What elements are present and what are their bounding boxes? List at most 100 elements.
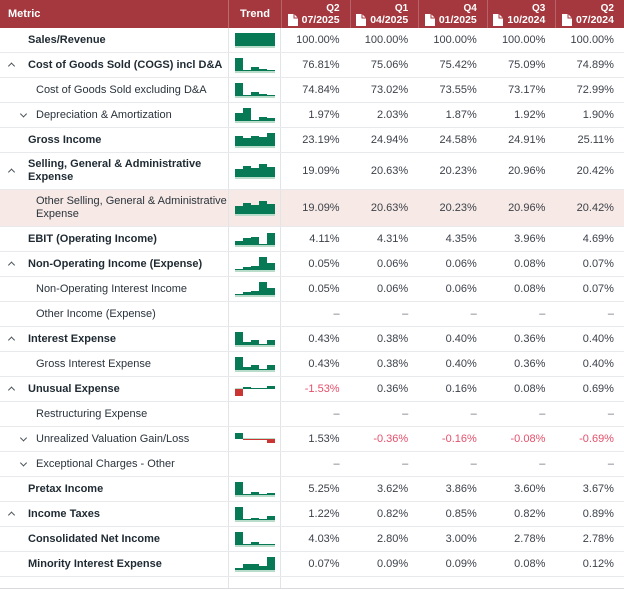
trend-cell — [228, 190, 281, 226]
table-row[interactable]: Depreciation & Amortization 1.97% 2.03% 1.… — [0, 103, 624, 128]
value-cell: 74.89% — [576, 59, 614, 71]
value-cell: 2.78% — [514, 533, 546, 545]
metric-cell: Other Selling, General & Administrative … — [0, 190, 228, 226]
quarter-date-label: 07/2024 — [576, 13, 614, 26]
document-icon[interactable] — [287, 13, 298, 26]
sparkline-bar — [234, 33, 243, 46]
value-cell: 23.19% — [302, 134, 340, 146]
value-cell: 3.00% — [445, 533, 477, 545]
value-cell: -0.36% — [373, 433, 409, 445]
value-cell: – — [402, 408, 409, 420]
table-row[interactable]: Exceptional Charges - Other – – – – – — [0, 452, 624, 477]
value-cell: 0.07% — [308, 558, 340, 570]
value-cell: 4.31% — [376, 233, 409, 245]
document-icon[interactable] — [356, 13, 367, 26]
value-cell: 4.11% — [309, 233, 340, 245]
table-row[interactable]: Selling, General & Administrative Expens… — [0, 153, 624, 190]
table-body: Sales/Revenue 100.00% 100.00% 100.00% 100.0… — [0, 28, 624, 577]
value-cell: 3.96% — [514, 233, 546, 245]
metric-label: Pretax Income — [28, 482, 104, 495]
sparkline-bar — [258, 369, 267, 370]
table-row[interactable]: Cost of Goods Sold (COGS) incl D&A 76.81… — [0, 53, 624, 78]
sparkline-bar — [258, 519, 267, 520]
metric-label: Income Taxes — [28, 507, 100, 520]
metric-label: Sales/Revenue — [28, 33, 106, 46]
trend-sparkline — [234, 481, 275, 497]
value-cell: 24.58% — [439, 134, 477, 146]
value-cell: 0.85% — [445, 508, 477, 520]
sparkline-bar — [234, 206, 243, 214]
value-cell: -0.08% — [510, 433, 546, 445]
metric-cell[interactable]: Unrealized Valuation Gain/Loss — [0, 427, 228, 451]
metric-cell[interactable]: Depreciation & Amortization — [0, 103, 228, 127]
sparkline-bar — [242, 387, 251, 389]
metric-cell[interactable]: Income Taxes — [0, 502, 228, 526]
trend-cell — [228, 527, 281, 551]
quarter-column-header[interactable]: Q3 10/2024 — [486, 0, 556, 28]
table-row[interactable]: Unrealized Valuation Gain/Loss 1.53% -0.3… — [0, 427, 624, 452]
document-icon[interactable] — [493, 13, 504, 26]
document-icon[interactable] — [562, 13, 572, 26]
sparkline-bar — [250, 564, 259, 570]
metric-cell[interactable]: Non-Operating Income (Expense) — [0, 252, 228, 276]
sparkline-bar — [242, 166, 251, 177]
quarter-period-label: Q1 — [394, 2, 409, 14]
quarter-column-header[interactable]: Q4 01/2025 — [418, 0, 487, 28]
value-cell: 3.86% — [445, 483, 477, 495]
trend-cell — [228, 128, 281, 152]
metric-cell: Pretax Income — [0, 477, 228, 501]
sparkline-bar — [242, 95, 251, 96]
metric-cell[interactable]: Cost of Goods Sold (COGS) incl D&A — [0, 53, 228, 77]
trend-cell — [228, 227, 281, 251]
metric-cell[interactable]: Interest Expense — [0, 327, 228, 351]
value-cell: 0.06% — [376, 258, 409, 270]
value-cell: 2.80% — [376, 533, 409, 545]
table-bottom-filler — [0, 577, 624, 589]
quarter-column-header[interactable]: Q2 07/2025 — [281, 0, 350, 28]
document-icon[interactable] — [424, 13, 435, 26]
table-row[interactable]: Income Taxes 1.22% 0.82% 0.85% 0.82% 0.89% — [0, 502, 624, 527]
value-cell: 0.12% — [582, 558, 614, 570]
sparkline-bar — [266, 516, 275, 520]
metric-label: Cost of Goods Sold excluding D&A — [36, 83, 207, 96]
sparkline-bar — [250, 136, 259, 146]
table-row[interactable]: Unusual Expense -1.53% 0.36% 0.16% 0.08% 0.6… — [0, 377, 624, 402]
sparkline-bar — [242, 494, 251, 495]
sparkline-bar — [250, 518, 259, 520]
sparkline-bar — [258, 566, 267, 570]
value-cell: 0.36% — [514, 358, 546, 370]
metric-cell[interactable]: Unusual Expense — [0, 377, 228, 401]
value-cell: 3.62% — [376, 483, 409, 495]
metric-label: Depreciation & Amortization — [36, 108, 172, 121]
table-row[interactable]: Non-Operating Income (Expense) 0.05% 0.06… — [0, 252, 624, 277]
sparkline-bar — [242, 33, 251, 46]
value-cell: 0.16% — [445, 383, 477, 395]
value-cell: – — [539, 458, 546, 470]
sparkline-bar — [250, 120, 259, 121]
table-row: Gross Interest Expense 0.43% 0.38% 0.40% 0.… — [0, 352, 624, 377]
sparkline-bar — [258, 201, 267, 214]
metric-label: Cost of Goods Sold (COGS) incl D&A — [28, 58, 223, 71]
table-row[interactable]: Interest Expense 0.43% 0.38% 0.40% 0.36% 0.4… — [0, 327, 624, 352]
trend-cell — [228, 502, 281, 526]
metric-cell: Gross Income — [0, 128, 228, 152]
trend-cell — [228, 302, 281, 326]
metric-cell[interactable]: Selling, General & Administrative Expens… — [0, 153, 228, 189]
sparkline-bar — [258, 257, 267, 270]
value-cell: 1.53% — [308, 433, 340, 445]
value-cell: 0.05% — [308, 283, 340, 295]
trend-sparkline — [234, 107, 275, 123]
sparkline-bar — [266, 544, 275, 545]
sparkline-bar — [234, 532, 243, 545]
sparkline-bar — [266, 167, 275, 177]
sparkline-bar — [242, 108, 251, 121]
value-cell: – — [539, 308, 546, 320]
value-cell: 74.84% — [302, 84, 340, 96]
sparkline-bar — [234, 433, 243, 439]
sparkline-bar — [242, 544, 251, 545]
quarter-column-header[interactable]: Q2 07/2024 — [555, 0, 624, 28]
quarter-column-header[interactable]: Q1 04/2025 — [349, 0, 419, 28]
metric-cell[interactable]: Exceptional Charges - Other — [0, 452, 228, 476]
value-cell: 0.08% — [514, 258, 546, 270]
value-cell: 20.23% — [439, 202, 477, 214]
